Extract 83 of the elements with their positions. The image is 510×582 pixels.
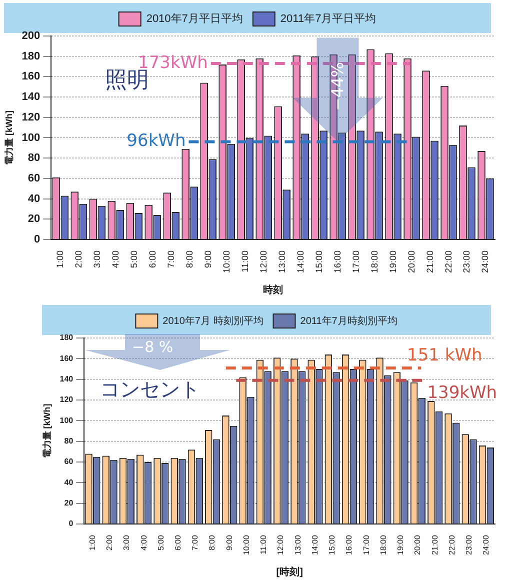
y-tick-label: 120 [22,111,40,124]
x-tick-label: 19:00 [388,250,398,274]
y-tick-label: 80 [28,152,40,164]
x-tick-label: 21:00 [424,250,435,274]
ref-line-label: 139kWh [427,382,498,403]
x-tick-label: 10:00 [221,250,232,274]
x-tick-label: 16:00 [332,250,342,274]
annotation: −8 % [132,338,174,356]
y-tick-label: 160 [22,70,40,83]
x-tick-label: 17:00 [350,250,361,274]
x-tick-label: 15:00 [328,534,337,556]
legend-label: 2011年7月平日平均 [280,13,376,26]
x-tick-label: 24:00 [482,534,491,556]
x-tick-label: 19:00 [396,534,406,556]
x-tick-label: 20:00 [413,534,422,556]
x-tick-label: 11:00 [240,250,250,272]
x-tick-label: 23:00 [464,534,474,556]
x-tick-label: 20:00 [406,250,416,274]
legend-label: 2010年7月 時刻別平均 [162,314,264,327]
x-tick-label: 16:00 [344,534,354,556]
legend-label: 2011年7月時刻別平均 [300,314,398,327]
y-tick-label: 80 [64,436,74,446]
legend-label: 2010年7月平日平均 [146,13,243,26]
x-tick-label: 13:00 [276,250,287,274]
x-tick-label: 7:00 [166,250,176,268]
x-tick-label: 2:00 [105,534,114,551]
x-tick-label: 5:00 [128,250,139,268]
x-tick-label: 4:00 [139,534,148,551]
y-tick-label: 20 [64,498,74,508]
x-tick-label: 7:00 [190,534,200,551]
x-tick-label: 21:00 [430,534,440,556]
x-tick-label: 22:00 [443,250,454,274]
x-tick-label: 9:00 [202,250,213,268]
x-tick-label: 6:00 [174,534,183,551]
y-axis-title: 電力量 [kWh] [4,110,14,165]
y-tick-label: 160 [60,354,74,363]
annotation: −44% [328,62,347,111]
y-tick-label: 60 [28,172,40,184]
x-tick-label: 3:00 [92,250,102,268]
y-tick-label: 180 [22,50,40,62]
ref-line-label: 151 kWh [407,345,482,366]
y-tick-label: 140 [22,91,40,104]
annotation: コンセント [100,376,200,403]
x-tick-label: 4:00 [110,250,120,268]
x-tick-label: 15:00 [314,250,324,274]
y-tick-label: 200 [22,30,40,42]
x-tick-label: 24:00 [480,250,490,274]
x-tick-label: 12:00 [276,534,286,556]
x-tick-label: 5:00 [156,534,166,551]
y-tick-label: 40 [28,192,40,205]
x-tick-label: 12:00 [258,250,268,274]
y-tick-label: 100 [22,132,40,144]
ref-line-label: 96kWh [126,131,186,152]
y-tick-label: 180 [60,333,74,342]
x-tick-label: 23:00 [462,250,472,274]
y-tick-label: 0 [68,519,74,528]
x-tick-label: 14:00 [295,250,306,274]
y-tick-label: 40 [64,478,74,487]
x-tick-label: 18:00 [378,534,388,556]
x-tick-label: 1:00 [54,250,65,268]
y-tick-label: 140 [60,374,74,384]
x-tick-label: 10:00 [242,534,251,556]
y-axis-title: 電力量 [kWh] [42,404,52,458]
x-tick-label: 22:00 [447,534,456,556]
x-tick-label: 18:00 [369,250,380,274]
x-tick-label: 8:00 [208,534,217,551]
x-tick-label: 17:00 [362,534,371,556]
x-tick-label: 13:00 [293,534,302,556]
x-tick-label: 2:00 [73,250,84,268]
y-tick-label: 120 [60,395,74,404]
x-tick-label: 6:00 [147,250,158,268]
x-axis-title: 時刻 [263,284,284,296]
x-tick-label: 8:00 [184,250,194,268]
x-tick-label: 1:00 [88,534,97,551]
x-axis-title: [時刻] [276,566,303,578]
x-tick-label: 11:00 [259,534,268,554]
y-tick-label: 100 [60,416,74,425]
y-tick-label: 0 [34,234,40,246]
x-tick-label: 3:00 [122,534,132,551]
x-tick-label: 9:00 [224,534,234,551]
x-tick-label: 14:00 [310,534,320,556]
y-tick-label: 60 [64,457,74,466]
y-tick-label: 20 [28,213,40,226]
